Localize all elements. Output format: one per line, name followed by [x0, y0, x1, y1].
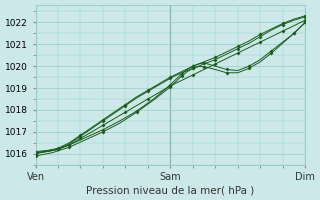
- X-axis label: Pression niveau de la mer( hPa ): Pression niveau de la mer( hPa ): [86, 185, 254, 195]
